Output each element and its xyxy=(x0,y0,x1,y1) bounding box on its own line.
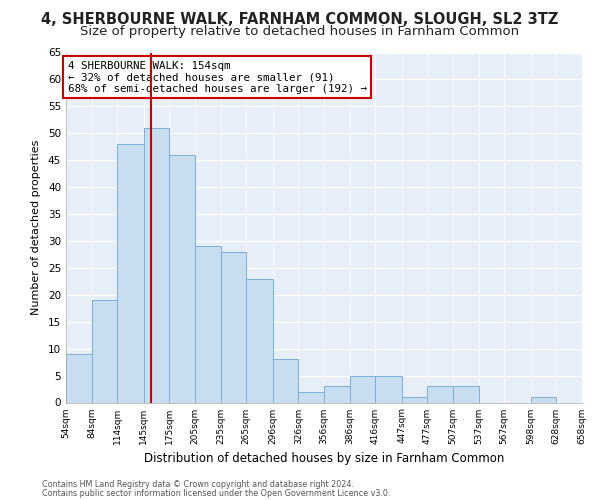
Bar xyxy=(298,392,324,402)
Text: Contains public sector information licensed under the Open Government Licence v3: Contains public sector information licen… xyxy=(42,488,391,498)
Text: Contains HM Land Registry data © Crown copyright and database right 2024.: Contains HM Land Registry data © Crown c… xyxy=(42,480,354,489)
Bar xyxy=(144,128,169,402)
Bar xyxy=(324,386,350,402)
Bar xyxy=(427,386,453,402)
Bar xyxy=(117,144,144,403)
Bar xyxy=(169,155,195,402)
Text: 4 SHERBOURNE WALK: 154sqm
← 32% of detached houses are smaller (91)
68% of semi-: 4 SHERBOURNE WALK: 154sqm ← 32% of detac… xyxy=(68,60,367,94)
Bar xyxy=(375,376,402,402)
Bar xyxy=(195,246,221,402)
Bar xyxy=(221,252,246,402)
Bar xyxy=(92,300,117,402)
Bar xyxy=(531,397,556,402)
X-axis label: Distribution of detached houses by size in Farnham Common: Distribution of detached houses by size … xyxy=(144,452,504,465)
Text: 4, SHERBOURNE WALK, FARNHAM COMMON, SLOUGH, SL2 3TZ: 4, SHERBOURNE WALK, FARNHAM COMMON, SLOU… xyxy=(41,12,559,28)
Bar xyxy=(66,354,92,403)
Text: Size of property relative to detached houses in Farnham Common: Size of property relative to detached ho… xyxy=(80,25,520,38)
Bar xyxy=(350,376,375,402)
Bar xyxy=(453,386,479,402)
Bar xyxy=(273,360,298,403)
Y-axis label: Number of detached properties: Number of detached properties xyxy=(31,140,41,315)
Bar xyxy=(402,397,427,402)
Bar xyxy=(246,278,273,402)
